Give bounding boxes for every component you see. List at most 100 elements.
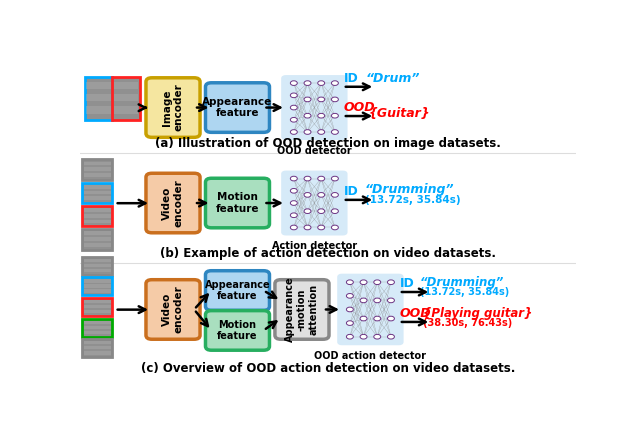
Bar <box>83 298 112 316</box>
Text: (38.30s, 76.43s): (38.30s, 76.43s) <box>423 318 513 328</box>
Text: Video
encoder: Video encoder <box>162 179 184 227</box>
Circle shape <box>332 209 339 213</box>
FancyBboxPatch shape <box>84 280 111 283</box>
Circle shape <box>374 280 381 285</box>
Circle shape <box>360 316 367 321</box>
Circle shape <box>291 213 298 218</box>
Circle shape <box>317 130 324 134</box>
Text: ID: ID <box>344 72 358 85</box>
Text: {Guitar}: {Guitar} <box>369 107 431 120</box>
Circle shape <box>374 334 381 339</box>
Text: OOD action detector: OOD action detector <box>314 350 426 361</box>
FancyBboxPatch shape <box>205 311 269 350</box>
Circle shape <box>332 193 339 197</box>
Bar <box>83 257 112 275</box>
FancyBboxPatch shape <box>282 171 347 235</box>
FancyBboxPatch shape <box>84 185 111 188</box>
FancyBboxPatch shape <box>84 346 111 349</box>
Text: “Drum”: “Drum” <box>365 72 420 85</box>
Circle shape <box>317 97 324 102</box>
FancyBboxPatch shape <box>84 330 111 334</box>
Circle shape <box>317 176 324 181</box>
Bar <box>83 319 112 337</box>
Circle shape <box>291 201 298 205</box>
Circle shape <box>346 321 353 325</box>
Text: Action detector: Action detector <box>272 241 357 251</box>
Text: Video
encoder: Video encoder <box>162 286 184 334</box>
Bar <box>112 77 140 120</box>
Circle shape <box>304 225 311 230</box>
FancyBboxPatch shape <box>84 305 111 308</box>
Text: ID: ID <box>400 277 415 290</box>
Circle shape <box>317 81 324 86</box>
Circle shape <box>360 280 367 285</box>
Circle shape <box>360 334 367 339</box>
Circle shape <box>346 293 353 298</box>
FancyBboxPatch shape <box>84 310 111 313</box>
Circle shape <box>374 316 381 321</box>
Circle shape <box>346 307 353 312</box>
Text: Motion
feature: Motion feature <box>216 192 259 214</box>
Circle shape <box>291 130 298 134</box>
FancyBboxPatch shape <box>84 237 111 241</box>
Circle shape <box>291 105 298 110</box>
Circle shape <box>387 280 394 285</box>
Circle shape <box>304 97 311 102</box>
Circle shape <box>317 193 324 197</box>
Text: (a) Illustration of OOD detection on image datasets.: (a) Illustration of OOD detection on ima… <box>155 137 501 150</box>
FancyBboxPatch shape <box>84 264 111 267</box>
Text: Appearance
feature: Appearance feature <box>202 97 273 118</box>
FancyBboxPatch shape <box>114 82 138 89</box>
Circle shape <box>332 130 339 134</box>
Circle shape <box>291 188 298 193</box>
Circle shape <box>317 113 324 118</box>
FancyBboxPatch shape <box>84 269 111 272</box>
Bar <box>83 229 112 250</box>
Text: (13.72s, 35.84s): (13.72s, 35.84s) <box>365 195 460 205</box>
Text: “Drumming”: “Drumming” <box>420 276 504 289</box>
Circle shape <box>291 93 298 98</box>
Circle shape <box>304 209 311 213</box>
FancyBboxPatch shape <box>84 162 111 165</box>
Text: {Playing guitar}: {Playing guitar} <box>423 307 532 320</box>
Circle shape <box>346 334 353 339</box>
Text: OOD: OOD <box>400 307 431 320</box>
FancyBboxPatch shape <box>86 94 111 102</box>
Text: (b) Example of action detection on video datasets.: (b) Example of action detection on video… <box>160 247 496 260</box>
FancyBboxPatch shape <box>84 214 111 218</box>
FancyBboxPatch shape <box>84 284 111 288</box>
Circle shape <box>332 113 339 118</box>
FancyBboxPatch shape <box>146 173 200 233</box>
Circle shape <box>387 316 394 321</box>
Circle shape <box>304 176 311 181</box>
FancyBboxPatch shape <box>84 289 111 292</box>
FancyBboxPatch shape <box>84 208 111 212</box>
Text: “Drumming”: “Drumming” <box>365 183 454 196</box>
Text: Appearance
feature: Appearance feature <box>205 280 270 301</box>
Text: Motion
feature: Motion feature <box>217 320 258 341</box>
Text: (c) Overview of OOD action detection on video datasets.: (c) Overview of OOD action detection on … <box>141 362 515 375</box>
FancyBboxPatch shape <box>146 78 200 137</box>
Circle shape <box>346 280 353 285</box>
Circle shape <box>304 81 311 86</box>
FancyBboxPatch shape <box>86 82 111 89</box>
FancyBboxPatch shape <box>84 300 111 303</box>
Bar <box>83 277 112 295</box>
Bar <box>83 339 112 357</box>
Circle shape <box>374 298 381 303</box>
Circle shape <box>332 97 339 102</box>
Circle shape <box>291 225 298 230</box>
Text: (13.72s, 35.84s): (13.72s, 35.84s) <box>420 287 509 297</box>
Text: OOD: OOD <box>344 102 376 114</box>
FancyBboxPatch shape <box>84 232 111 235</box>
Circle shape <box>387 334 394 339</box>
FancyBboxPatch shape <box>84 321 111 324</box>
FancyBboxPatch shape <box>205 271 269 310</box>
FancyBboxPatch shape <box>84 191 111 194</box>
Circle shape <box>291 81 298 86</box>
FancyBboxPatch shape <box>205 178 269 228</box>
Circle shape <box>387 298 394 303</box>
Text: ID: ID <box>344 185 358 198</box>
FancyBboxPatch shape <box>84 243 111 247</box>
FancyBboxPatch shape <box>84 326 111 329</box>
